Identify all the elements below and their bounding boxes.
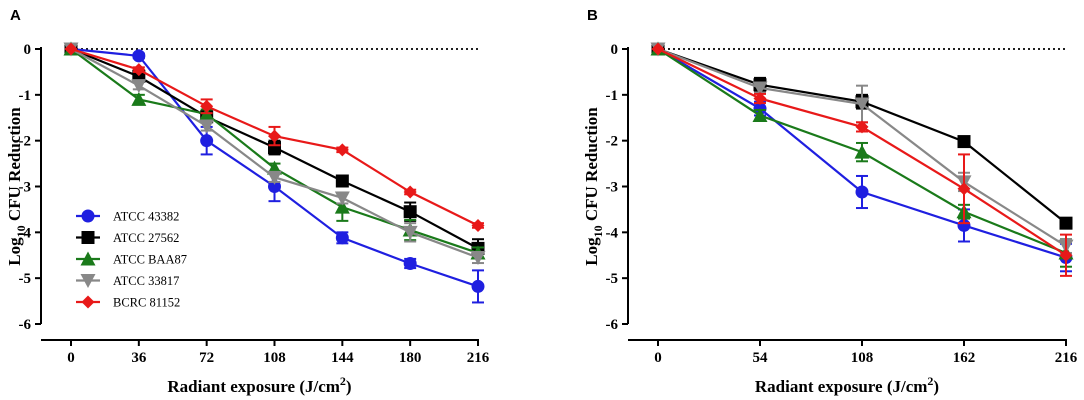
panel-a-data-point xyxy=(267,170,282,185)
panel-b-series-4 xyxy=(651,42,1073,277)
panel-a-xtick-label: 180 xyxy=(399,350,422,366)
panel-a-xtick-label: 36 xyxy=(131,350,147,366)
panel-a-data-point xyxy=(471,218,485,232)
panel-a-series-1 xyxy=(64,42,485,259)
panel-b-data-point xyxy=(957,182,971,196)
panel-b-ytick-label: -6 xyxy=(606,317,619,333)
panel-a-data-point xyxy=(403,205,417,219)
panel-a-data-point xyxy=(199,119,215,134)
panel-a-xtick-label: 144 xyxy=(331,350,354,366)
panel-a-data-point xyxy=(200,134,214,148)
panel-a-data-point xyxy=(470,251,486,266)
panel-a-ytick-label: 0 xyxy=(24,42,32,58)
panel-a-ytick-label: -5 xyxy=(19,271,32,287)
panel-b-xlabel: Radiant exposure (J/cm2) xyxy=(755,374,939,396)
panel-a-plot: 0 -1 -2 -3 -4 -5 -6 0 36 72 108 144 180 216 Log10 CFU … xyxy=(5,41,490,396)
panel-a-xtick-label: 72 xyxy=(199,350,214,366)
panel-a-xtick-label: 0 xyxy=(67,350,75,366)
panel-b-ytick-label: -4 xyxy=(606,225,619,241)
panel-a-series-4 xyxy=(64,42,485,232)
panel-b-ytick-label: -1 xyxy=(606,88,619,104)
panel-b-xtick-label: 54 xyxy=(753,350,769,366)
panel-b-data-point xyxy=(752,107,768,122)
panel-b-ytick-label: -5 xyxy=(606,271,619,287)
panel-a-series-3 xyxy=(63,42,486,266)
legend-marker xyxy=(81,209,95,223)
panel-a-ylabel: Log10 CFU Reduction xyxy=(5,107,28,266)
panel-b-data-point xyxy=(752,81,768,96)
panel-a-data-point xyxy=(268,129,281,143)
panel-b-xtick-label: 108 xyxy=(851,350,874,366)
panel-b-label: B xyxy=(587,7,598,24)
panel-a-ytick-label: -3 xyxy=(19,180,32,196)
panel-a-data-point xyxy=(471,279,485,293)
panel-b-data-point xyxy=(1059,216,1073,230)
panel-a-ytick-label: -4 xyxy=(19,225,32,241)
panel-b-data-point xyxy=(855,185,869,199)
panel-b-data-point xyxy=(854,97,870,112)
panel-b-plot: 0 -1 -2 -3 -4 -5 -6 0 54 108 162 216 Log10 CFU Reduc… xyxy=(582,41,1078,396)
panel-a-ytick-label: -6 xyxy=(19,317,32,333)
panel-b-ytick-label: 0 xyxy=(611,42,619,58)
panel-a-data-point xyxy=(334,191,350,206)
panel-b-data-point xyxy=(651,42,665,56)
panel-a-data-point xyxy=(131,79,147,94)
panel-b-data-point xyxy=(855,120,869,134)
panel-a-data-point xyxy=(334,199,350,214)
legend-marker xyxy=(81,295,95,309)
panel-b-xtick-label: 216 xyxy=(1055,350,1078,366)
panel-b-ytick-label: -3 xyxy=(606,180,619,196)
panel-b-data-point xyxy=(957,135,971,149)
panel-a-data-point xyxy=(64,42,78,56)
panel-b-ylabel: Log10 CFU Reduction xyxy=(582,107,605,266)
panel-a-data-point xyxy=(268,180,281,193)
panel-a-data-point xyxy=(402,225,418,240)
panel-b-ytick-label: -2 xyxy=(606,134,619,150)
panel-a-xtick-label: 216 xyxy=(467,350,490,366)
panel-b-xtick-label: 0 xyxy=(654,350,662,366)
legend-label: ATCC 43382 xyxy=(113,210,179,224)
panel-b-data-point xyxy=(753,92,767,105)
panel-a-data-point xyxy=(335,231,349,245)
panel-a-series-0 xyxy=(64,42,485,304)
panel-a-data-point xyxy=(131,91,147,106)
legend-label: ATCC 33817 xyxy=(113,274,179,288)
panel-a-ytick-label: -1 xyxy=(19,88,32,104)
panel-a-data-point xyxy=(132,49,146,63)
legend-marker xyxy=(81,231,95,244)
panel-a-xlabel: Radiant exposure (J/cm2) xyxy=(167,374,351,396)
panel-b-xtick-label: 162 xyxy=(953,350,976,366)
legend: ATCC 43382 ATCC 27562 ATCC BAA87 ATCC 33817… xyxy=(76,209,187,310)
panel-a-label: A xyxy=(10,7,21,24)
panel-a-data-point xyxy=(403,185,417,199)
panel-a-data-point xyxy=(335,143,349,157)
legend-label: BCRC 81152 xyxy=(113,296,180,310)
panel-a-data-point xyxy=(335,174,349,188)
legend-label: ATCC BAA87 xyxy=(113,253,187,267)
legend-label: ATCC 27562 xyxy=(113,231,179,245)
panel-a-data-point xyxy=(403,257,417,270)
panel-b-data-point xyxy=(854,144,870,159)
panel-a-data-point xyxy=(132,63,146,77)
panel-b-data-point xyxy=(1059,248,1073,262)
legend-marker xyxy=(80,274,96,288)
panel-a-xtick-label: 108 xyxy=(263,350,286,366)
panel-a-data-point xyxy=(200,99,214,113)
legend-marker xyxy=(80,251,96,266)
panel-a-ytick-label: -2 xyxy=(19,134,32,150)
